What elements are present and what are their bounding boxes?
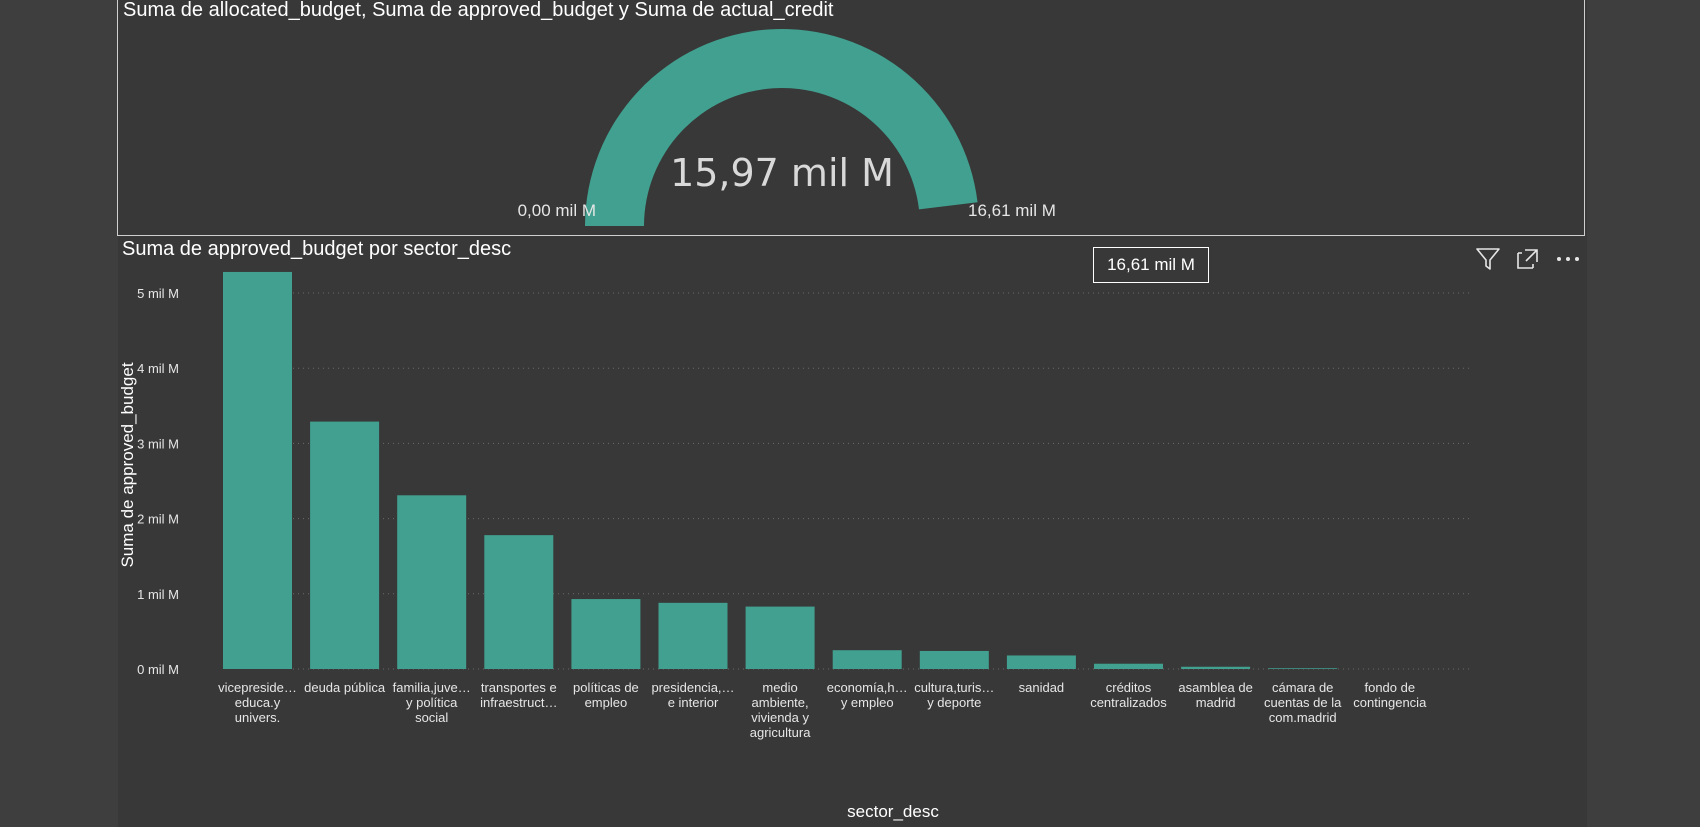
bar[interactable]: [484, 535, 554, 669]
bar[interactable]: [832, 650, 902, 669]
bar[interactable]: [1006, 655, 1076, 669]
y-tick-label: 0 mil M: [137, 662, 179, 677]
x-tick-label: transportes e infraestruct…: [480, 680, 557, 710]
x-tick-label: deuda pública: [304, 680, 386, 695]
x-axis-title: sector_desc: [847, 802, 939, 821]
bar[interactable]: [1268, 668, 1338, 669]
y-tick-label: 3 mil M: [137, 436, 179, 451]
bar[interactable]: [745, 606, 815, 669]
gauge-value-label: 15,97 mil M: [670, 151, 894, 195]
x-tick-label: fondo de contingencia: [1353, 680, 1427, 710]
gauge-svg: 15,97 mil M 0,00 mil M 16,61 mil M: [518, 29, 1056, 226]
x-tick-label: presidencia,… e interior: [651, 680, 734, 710]
bar[interactable]: [223, 271, 292, 669]
gauge-max-label: 16,61 mil M: [968, 201, 1056, 220]
bar[interactable]: [1181, 666, 1251, 669]
bar[interactable]: [1094, 663, 1163, 669]
bar[interactable]: [310, 421, 380, 669]
x-tick-label: sanidad: [1019, 680, 1065, 695]
bar[interactable]: [571, 599, 641, 669]
x-tick-label: créditos centralizados: [1090, 680, 1167, 710]
x-tick-label: cultura,turis… y deporte: [914, 680, 994, 710]
y-axis-title: Suma de approved_budget: [118, 362, 137, 567]
x-tick-label: asamblea de madrid: [1178, 680, 1252, 710]
gauge-title: Suma de allocated_budget, Suma de approv…: [123, 0, 834, 21]
y-tick-label: 2 mil M: [137, 512, 179, 527]
bar-chart-title: Suma de approved_budget por sector_desc: [122, 238, 512, 260]
x-tick-label: cámara de cuentas de la com.madrid: [1264, 680, 1342, 725]
gauge-visual[interactable]: Suma de allocated_budget, Suma de approv…: [117, 0, 1585, 236]
y-tick-label: 1 mil M: [137, 587, 179, 602]
x-tick-label: economía,h… y empleo: [827, 680, 908, 710]
right-background: [1587, 0, 1700, 827]
x-tick-label: medio ambiente, vivienda y agricultura: [750, 680, 811, 740]
more-options-icon[interactable]: [1553, 244, 1583, 274]
bar[interactable]: [397, 495, 467, 669]
gauge-fill-arc[interactable]: [585, 29, 978, 226]
bar-chart-svg: 0 mil M 1 mil M 2 mil M 3 mil M 4 mil M 5 mil…: [118, 271, 1469, 821]
x-tick-label: vicepreside… educa.y univers.: [218, 680, 297, 725]
left-background: [0, 0, 118, 827]
y-tick-label: 4 mil M: [137, 361, 179, 376]
bar[interactable]: [919, 650, 989, 669]
x-tick-label: políticas de empleo: [573, 680, 639, 710]
visual-header-toolbar: [1468, 244, 1588, 274]
value-tooltip: 16,61 mil M: [1093, 247, 1209, 283]
focus-mode-icon[interactable]: [1513, 244, 1543, 274]
bar-chart-visual[interactable]: Suma de approved_budget por sector_desc …: [117, 236, 1587, 827]
gauge-min-label: 0,00 mil M: [518, 201, 596, 220]
bar[interactable]: [658, 602, 728, 669]
x-tick-label: familia,juve… y política social: [393, 680, 471, 725]
y-tick-label: 5 mil M: [137, 286, 179, 301]
filter-icon[interactable]: [1473, 244, 1503, 274]
